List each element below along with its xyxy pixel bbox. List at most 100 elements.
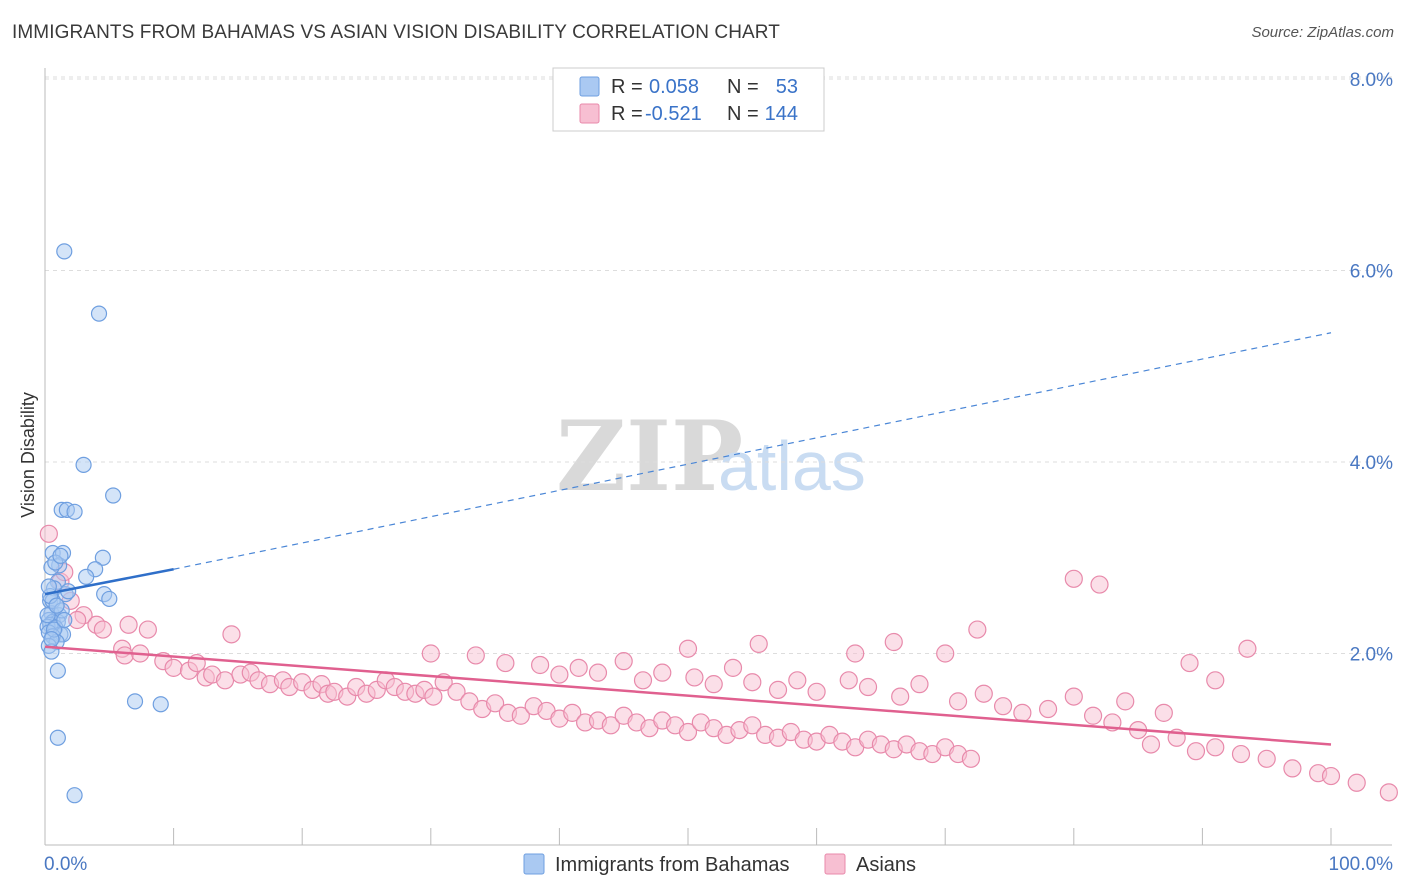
data-point xyxy=(531,655,550,675)
watermark-zip: ZIP xyxy=(556,400,743,513)
data-point xyxy=(511,706,530,725)
y-tick-label: 8.0% xyxy=(1350,70,1393,91)
data-point xyxy=(152,696,169,713)
data-point xyxy=(723,658,743,677)
data-point xyxy=(858,677,878,697)
legend-bottom-swatch-bahamas xyxy=(523,853,545,875)
data-point xyxy=(466,646,485,665)
x-tick-label-max: 100.0% xyxy=(1329,854,1394,875)
data-point xyxy=(222,625,241,644)
data-point xyxy=(1347,773,1366,792)
data-point xyxy=(1038,699,1058,719)
data-point xyxy=(601,716,620,735)
bahamas-trend-extension xyxy=(173,332,1332,570)
data-point xyxy=(105,487,122,504)
data-point xyxy=(496,653,515,673)
y-tick-labels: 2.0% 4.0% 6.0% 8.0% xyxy=(1350,70,1393,666)
y-tick-label: 6.0% xyxy=(1350,262,1393,283)
correlation-legend: R = 0.058 N = 53 R = -0.521 N = 144 xyxy=(552,67,825,132)
x-tick-label-min: 0.0% xyxy=(44,854,87,875)
legend-n-label-2: N = xyxy=(727,103,759,125)
data-point xyxy=(52,547,69,564)
bahamas-points xyxy=(39,243,169,804)
data-point xyxy=(974,684,993,703)
data-point xyxy=(1090,575,1109,594)
asians-trend-line xyxy=(44,645,1332,746)
legend-r-label-1: R = xyxy=(611,76,643,98)
data-point xyxy=(993,697,1013,716)
data-point xyxy=(43,631,60,648)
legend-n-value-2: 144 xyxy=(765,103,798,125)
data-point xyxy=(75,456,92,473)
data-point xyxy=(1321,766,1341,786)
data-point xyxy=(164,658,183,677)
legend-n-label-1: N = xyxy=(727,76,759,98)
data-point xyxy=(48,597,65,614)
legend-swatch-bahamas xyxy=(579,76,600,97)
data-point xyxy=(788,671,807,690)
data-point xyxy=(66,503,83,520)
data-point xyxy=(39,524,58,543)
data-point xyxy=(90,305,108,322)
data-point xyxy=(101,590,118,608)
series-legend: Immigrants from Bahamas Asians xyxy=(523,853,916,876)
data-point xyxy=(49,662,66,679)
data-point xyxy=(1154,703,1173,722)
data-point xyxy=(743,673,762,692)
legend-bottom-swatch-asians xyxy=(824,853,846,875)
data-point xyxy=(1186,742,1206,761)
data-point xyxy=(1141,735,1161,754)
legend-r-value-1: 0.058 xyxy=(649,76,699,98)
data-point xyxy=(115,646,134,665)
data-point xyxy=(685,668,704,687)
y-axis-title: Vision Disability xyxy=(18,392,38,518)
data-point xyxy=(1083,706,1103,725)
data-point xyxy=(846,644,865,663)
legend-swatch-asians xyxy=(579,103,600,124)
data-point xyxy=(215,671,235,690)
data-point xyxy=(1064,569,1083,588)
data-point xyxy=(94,549,111,566)
data-point xyxy=(910,675,929,694)
legend-r-label-2: R = xyxy=(611,103,643,125)
watermark-atlas: atlas xyxy=(718,427,866,505)
data-point xyxy=(936,644,955,663)
data-point xyxy=(56,243,73,260)
data-point xyxy=(1238,639,1257,658)
data-point xyxy=(588,663,608,682)
data-point xyxy=(678,722,698,742)
data-point xyxy=(633,671,653,690)
legend-n-value-1: 53 xyxy=(776,76,798,98)
data-point xyxy=(569,658,588,677)
data-point xyxy=(138,620,157,639)
data-point xyxy=(839,671,858,690)
trend-lines xyxy=(44,332,1332,746)
data-point xyxy=(1283,759,1302,778)
data-point xyxy=(891,687,910,706)
data-point xyxy=(447,682,466,701)
data-point xyxy=(749,634,768,654)
data-point xyxy=(78,568,95,586)
axes xyxy=(44,68,1392,846)
watermark: ZIP atlas xyxy=(556,400,866,513)
data-point xyxy=(614,652,633,671)
data-point xyxy=(704,675,723,694)
data-point xyxy=(743,716,762,735)
data-point xyxy=(1206,671,1225,690)
data-point xyxy=(56,611,73,629)
data-point xyxy=(424,687,443,706)
legend-r-value-2: -0.521 xyxy=(645,103,702,125)
y-tick-label: 4.0% xyxy=(1350,453,1393,474)
data-point xyxy=(884,632,903,652)
data-point xyxy=(126,693,144,710)
grid-lines xyxy=(45,76,1392,654)
data-point xyxy=(550,665,569,684)
data-point xyxy=(1013,703,1032,722)
data-point xyxy=(93,620,112,639)
legend-bottom-label-asians: Asians xyxy=(856,854,916,876)
data-point xyxy=(1257,749,1276,768)
data-point xyxy=(678,639,698,658)
data-point xyxy=(66,787,83,804)
x-tick-labels: 0.0% 100.0% xyxy=(44,854,1393,875)
